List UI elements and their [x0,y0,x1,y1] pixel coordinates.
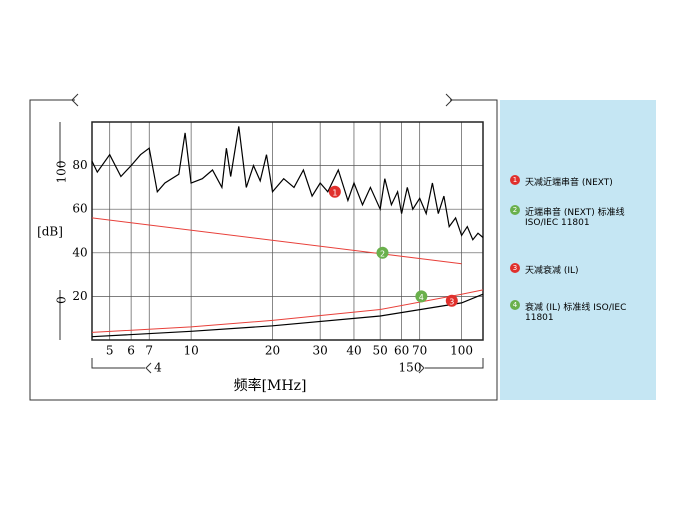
marker [415,290,428,303]
x-tick-label: 6 [127,344,135,358]
marker-label: 2 [380,249,385,258]
y-tick-label: 60 [72,202,87,216]
y-bracket-label: 100 [55,161,69,184]
x-tick-label: 10 [183,344,198,358]
x-tick-label: 20 [265,344,280,358]
marker [445,294,458,307]
x-tick-label: 5 [106,344,114,358]
y-axis-title: [dB] [37,225,63,239]
x-tick-label: 30 [313,344,328,358]
y-tick-label: 40 [72,245,87,259]
x-tick-label: 7 [145,344,153,358]
legend-item: 3 天减衰减 (IL) [510,263,650,276]
x-bracket-label: 150 [399,361,422,375]
x-tick-label: 70 [412,344,427,358]
plot-frame [91,121,484,341]
grid [92,122,483,340]
series-line [91,126,484,241]
legend: 1 天减近端串音 (NEXT) 2 近端串音 (NEXT) 标准线 ISO/IEC 1… [500,100,656,400]
x-bracket-label: 4 [154,361,162,375]
legend-label: 衰减 (IL) 标准线 ISO/IEC 11801 [525,303,627,323]
x-tick-label: 40 [346,344,361,358]
legend-marker: 3 [510,263,520,273]
marker [376,246,389,259]
x-tick-label: 100 [450,344,473,358]
legend-label: 天减衰减 (IL) [525,266,579,276]
legend-item: 4 衰减 (IL) 标准线 ISO/IEC 11801 [510,300,650,323]
series-line [91,217,462,265]
x-tick-label: 60 [394,344,409,358]
marker-label: 4 [419,293,424,302]
series-line [91,289,484,333]
marker-label: 1 [332,188,337,197]
legend-label: 近端串音 (NEXT) 标准线 ISO/IEC 11801 [525,208,625,228]
series-line [91,293,484,338]
legend-item: 2 近端串音 (NEXT) 标准线 ISO/IEC 11801 [510,205,650,228]
legend-marker: 1 [510,175,520,185]
legend-marker: 4 [510,300,520,310]
x-tick-label: 50 [373,344,388,358]
y-tick-label: 80 [72,158,87,172]
frame [29,93,498,401]
y-bracket-label: 0 [55,296,69,304]
y-tick-label: 20 [72,289,87,303]
legend-item: 1 天减近端串音 (NEXT) [510,175,650,188]
legend-marker: 2 [510,205,520,215]
marker [328,185,341,198]
legend-label: 天减近端串音 (NEXT) [525,178,613,188]
marker-label: 3 [449,297,454,306]
x-axis-title: 频率[MHz] [234,377,307,394]
